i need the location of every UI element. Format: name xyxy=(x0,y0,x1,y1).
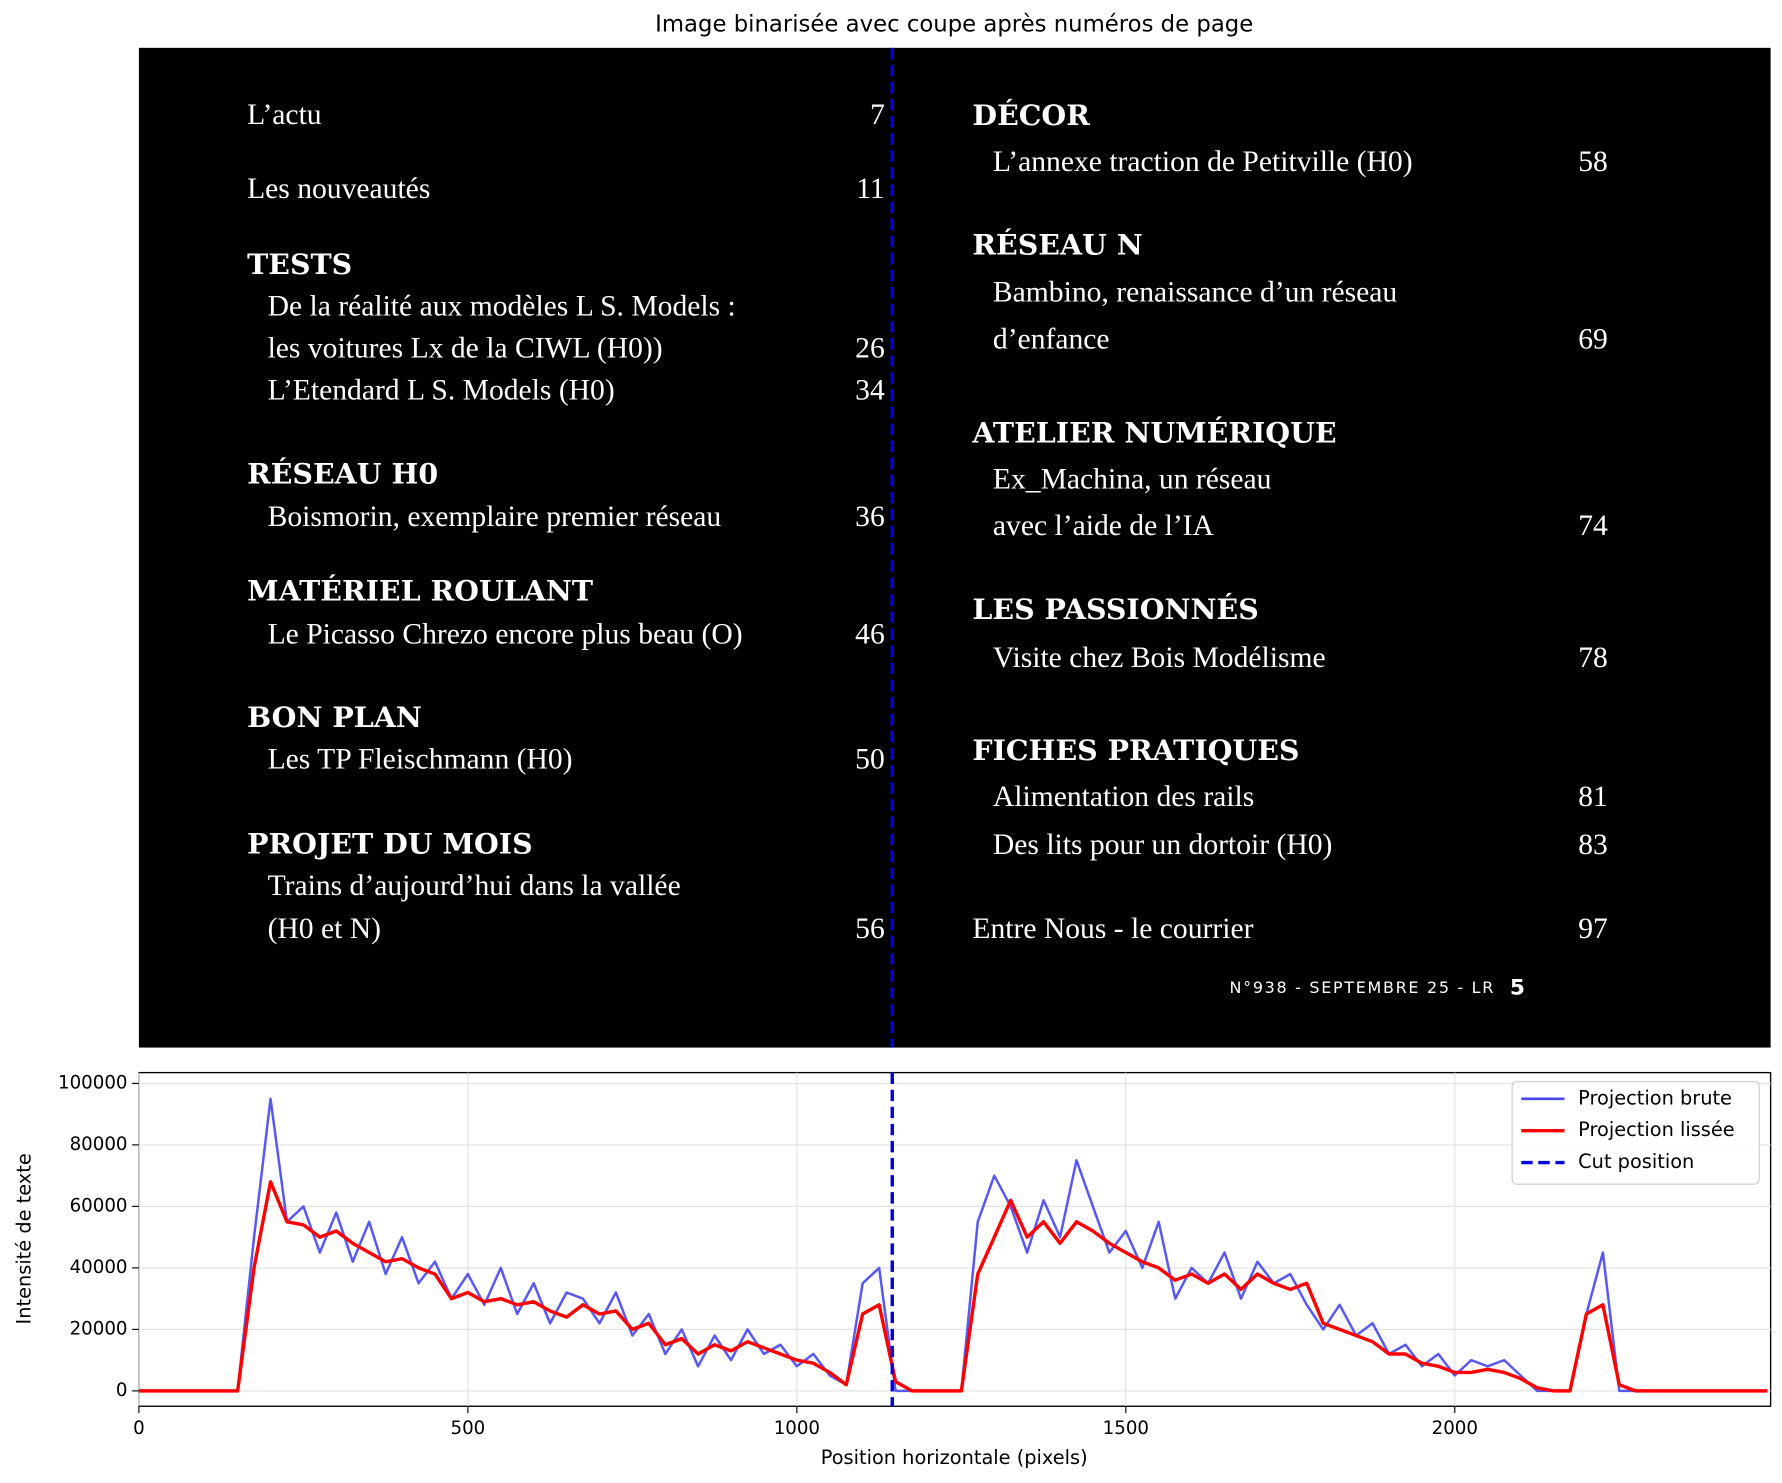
toc-item: Les TP Fleischmann (H0) xyxy=(268,744,573,776)
page-number: 69 xyxy=(1578,323,1608,355)
toc-item: Ex_Machina, un réseau xyxy=(993,463,1272,495)
page-number: 83 xyxy=(1578,829,1608,861)
page-number: 58 xyxy=(1578,146,1608,178)
toc-item: Alimentation des rails xyxy=(993,781,1254,813)
section-heading: TESTS xyxy=(247,247,352,281)
toc-item: L’Etendard L S. Models (H0) xyxy=(268,375,615,407)
y-tick-label: 60000 xyxy=(70,1195,128,1216)
toc-item: les voitures Lx de la CIWL (H0)) xyxy=(268,333,663,365)
x-tick-label: 1500 xyxy=(1103,1418,1149,1439)
toc-item: Trains d’aujourd’hui dans la vallée xyxy=(268,870,681,902)
page-number: 78 xyxy=(1578,642,1608,674)
page-number: 81 xyxy=(1578,781,1608,813)
toc-item: L’annexe traction de Petitville (H0) xyxy=(993,146,1413,178)
toc-item: Des lits pour un dortoir (H0) xyxy=(993,829,1332,861)
toc-item: Le Picasso Chrezo encore plus beau (O) xyxy=(268,618,743,650)
x-axis-label: Position horizontale (pixels) xyxy=(821,1446,1088,1469)
section-heading: RÉSEAU H0 xyxy=(247,456,438,490)
y-axis-label: Intensité de texte xyxy=(13,1153,36,1324)
y-tick-label: 20000 xyxy=(70,1318,128,1339)
image-title: Image binarisée avec coupe après numéros… xyxy=(655,12,1253,38)
toc-item: Bambino, renaissance d’un réseau xyxy=(993,277,1398,309)
toc-item: avec l’aide de l’IA xyxy=(993,510,1215,542)
legend-label: Projection brute xyxy=(1578,1086,1732,1109)
section-heading: DÉCOR xyxy=(972,98,1090,132)
x-tick-label: 500 xyxy=(451,1418,486,1439)
section-heading: PROJET DU MOIS xyxy=(247,827,533,861)
section-heading: LES PASSIONNÉS xyxy=(972,592,1258,626)
page-number: 34 xyxy=(855,375,885,407)
toc-entry: Entre Nous - le courrier xyxy=(972,913,1253,945)
binarized-image xyxy=(138,47,1771,1048)
toc-item: (H0 et N) xyxy=(268,913,381,945)
y-tick-label: 80000 xyxy=(70,1134,128,1155)
series-line xyxy=(138,1180,1768,1393)
toc-item: d’enfance xyxy=(993,323,1110,355)
page-number: 46 xyxy=(855,618,885,650)
x-tick-label: 1000 xyxy=(774,1418,820,1439)
x-tick-label: 2000 xyxy=(1432,1418,1478,1439)
page-number: 7 xyxy=(870,99,885,131)
page-number: 11 xyxy=(856,173,885,205)
section-heading: FICHES PRATIQUES xyxy=(972,733,1299,767)
footer-issue: N°938 - SEPTEMBRE 25 - LR xyxy=(1230,978,1496,997)
y-tick-label: 40000 xyxy=(70,1257,128,1278)
section-heading: ATELIER NUMÉRIQUE xyxy=(971,415,1336,449)
page-number: 26 xyxy=(855,333,885,365)
toc-entry: Les nouveautés xyxy=(247,173,430,205)
x-tick-label: 0 xyxy=(133,1418,145,1439)
footer-page: 5 xyxy=(1510,975,1525,1000)
toc-entry: L’actu xyxy=(247,99,322,131)
toc-item: Visite chez Bois Modélisme xyxy=(993,642,1326,674)
y-tick-label: 0 xyxy=(116,1380,128,1401)
section-heading: BON PLAN xyxy=(247,700,422,734)
page-number: 36 xyxy=(855,501,885,533)
page-number: 97 xyxy=(1578,913,1608,945)
y-tick-label: 100000 xyxy=(58,1072,128,1093)
page-number: 74 xyxy=(1578,510,1608,542)
section-heading: MATÉRIEL ROULANT xyxy=(247,574,593,608)
legend-label: Projection lissée xyxy=(1578,1118,1735,1141)
legend-label: Cut position xyxy=(1578,1150,1694,1173)
page-number: 56 xyxy=(855,913,885,945)
toc-item: Boismorin, exemplaire premier réseau xyxy=(268,501,722,533)
section-heading: RÉSEAU N xyxy=(972,228,1142,262)
toc-item: De la réalité aux modèles L S. Models : xyxy=(268,290,736,322)
page-number: 50 xyxy=(855,744,885,776)
legend-box xyxy=(1511,1081,1760,1185)
